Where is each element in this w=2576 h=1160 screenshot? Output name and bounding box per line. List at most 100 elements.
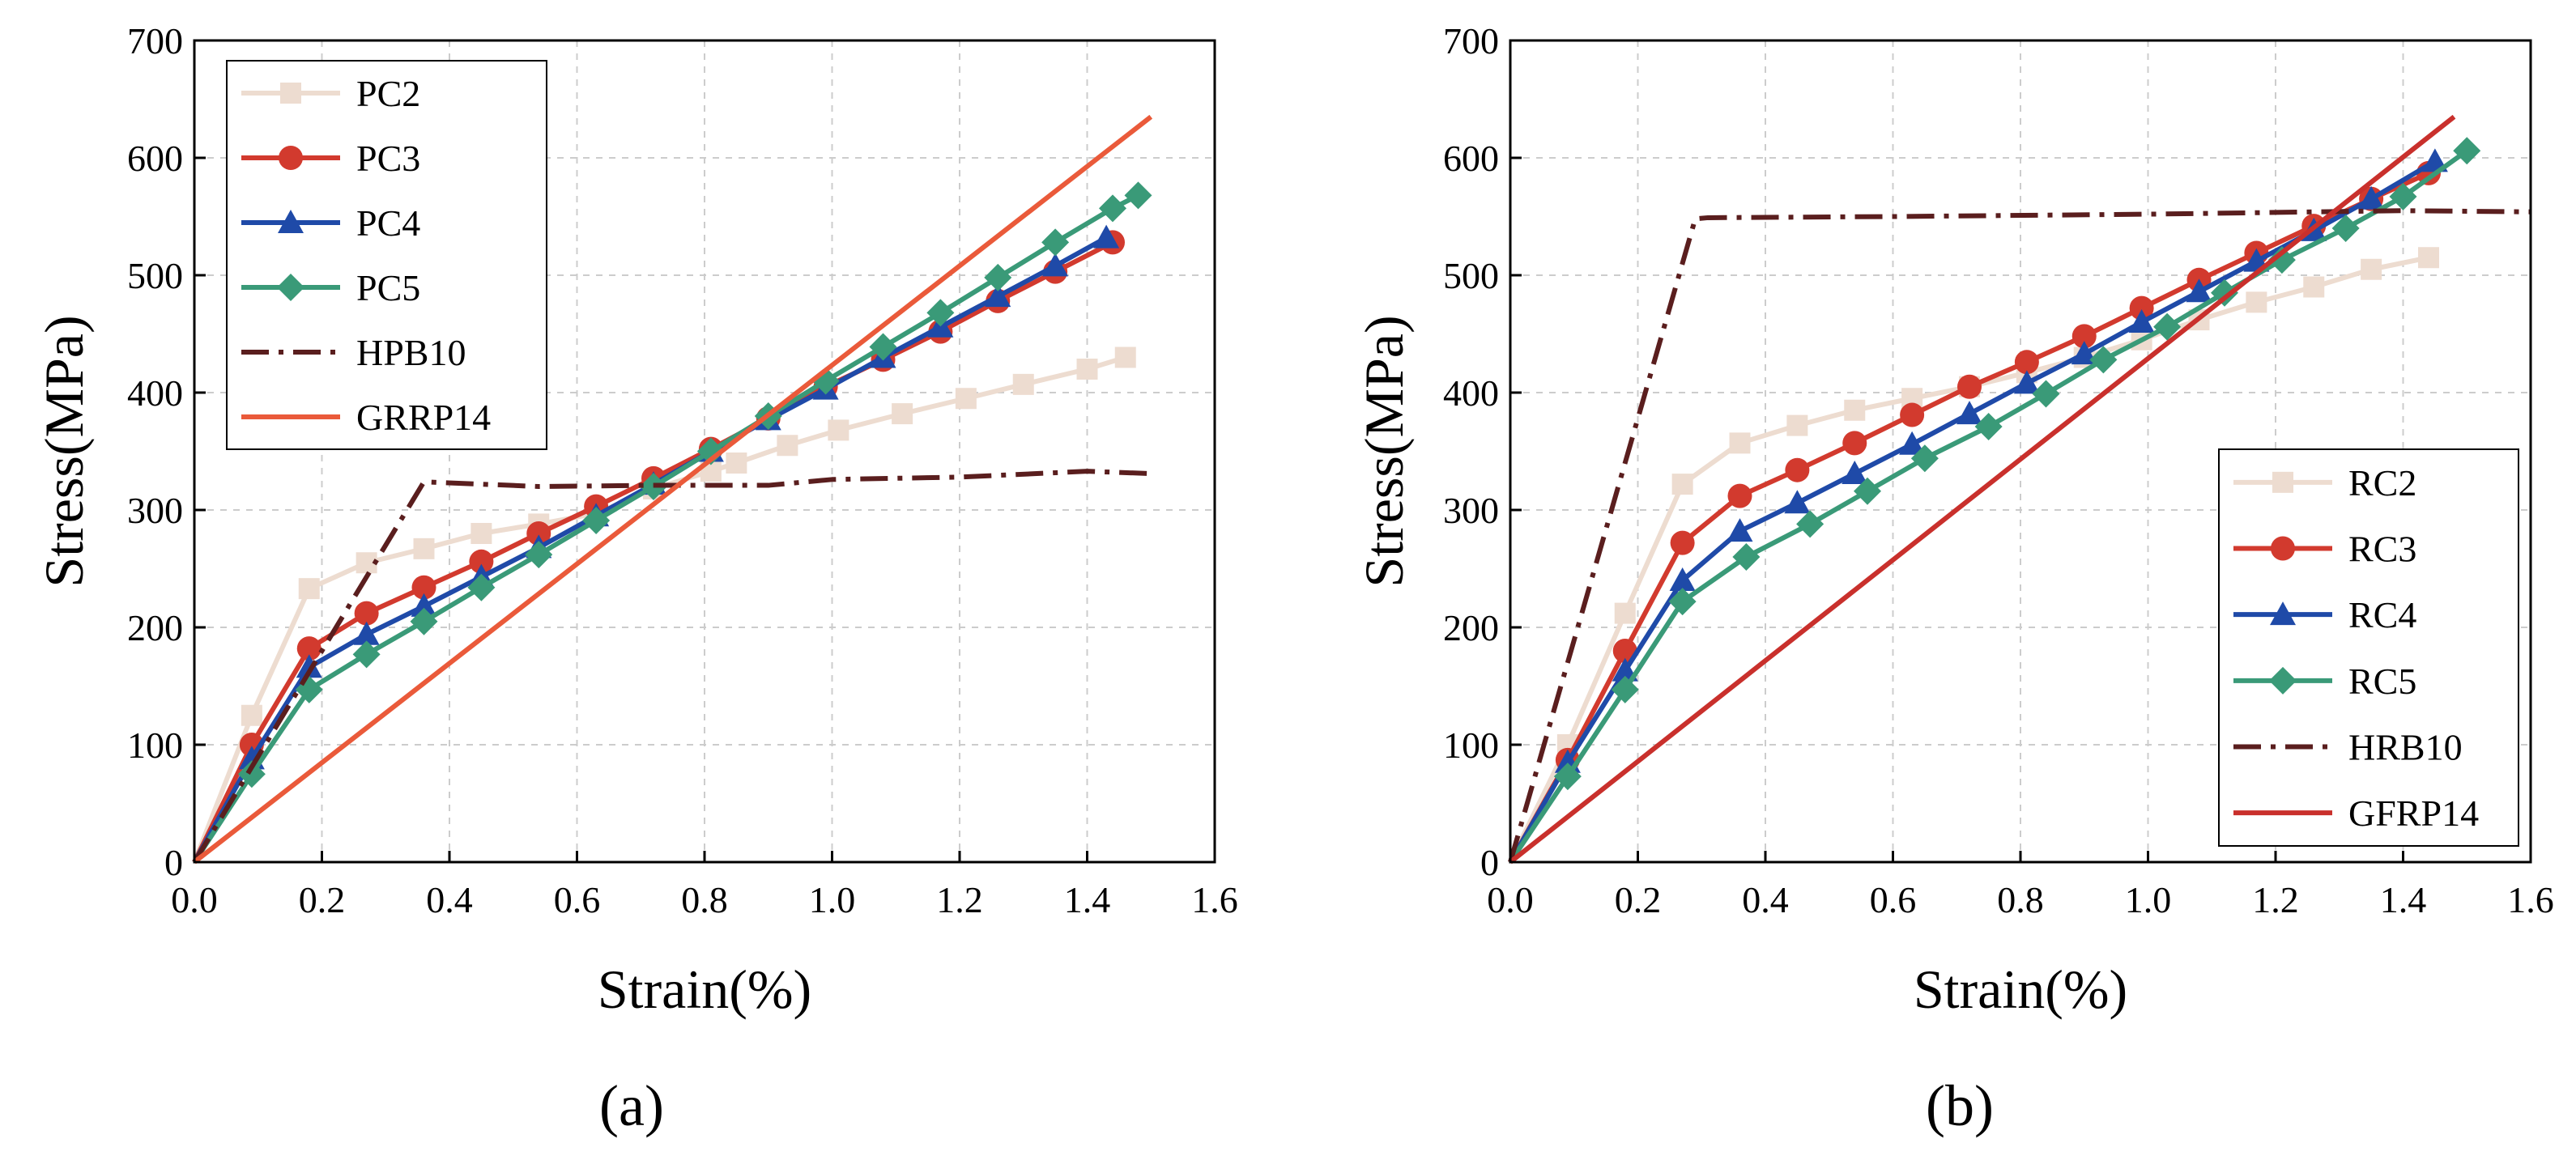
legend: PC2 PC3 PC4 PC5 HPB10 GRRP14 [226, 60, 547, 450]
data-point-RC3 [1727, 483, 1752, 508]
data-point-RC4 [2128, 309, 2155, 333]
legend-label-RC4: RC4 [2348, 594, 2416, 635]
data-point-PC2 [298, 578, 320, 600]
data-point-PC5 [984, 263, 1012, 291]
data-point-RC5 [2032, 380, 2060, 408]
data-point-PC4 [353, 621, 380, 645]
data-point-RC4 [1899, 431, 1926, 455]
y-tick-label: 600 [127, 138, 183, 179]
data-point-RC4 [2186, 278, 2212, 303]
data-point-RC2 [2303, 276, 2325, 298]
data-point-RC5 [1732, 543, 1761, 571]
series-line-GRRP14 [193, 114, 1153, 865]
data-point-RC4 [2071, 341, 2097, 365]
y-tick-label: 100 [127, 724, 183, 766]
data-point-RC2 [1729, 432, 1751, 454]
x-tick-label: 0.8 [681, 879, 728, 920]
data-point-PC2 [241, 704, 262, 726]
legend: RC2 RC3 RC4 RC5 HRB10 GFRP14 [2218, 448, 2519, 847]
legend-marker-RC5 [2269, 666, 2297, 695]
legend-marker-PC3 [279, 146, 303, 170]
data-point-PC2 [470, 523, 492, 544]
data-point-PC2 [1076, 359, 1098, 380]
data-point-RC5 [2153, 312, 2182, 341]
data-point-PC4 [411, 593, 437, 617]
legend-label-RC5: RC5 [2348, 661, 2416, 702]
x-tick-label: 0.6 [1870, 879, 1917, 920]
data-point-RC2 [1614, 602, 1636, 624]
data-point-PC2 [1114, 346, 1136, 368]
legend-marker-PC4 [278, 210, 304, 233]
x-tick-label: 1.2 [2252, 879, 2299, 920]
data-point-RC5 [1668, 588, 1697, 616]
data-point-RC3 [1957, 374, 1982, 399]
data-point-PC5 [869, 333, 897, 361]
data-point-PC5 [1041, 228, 1070, 257]
x-tick-label: 0.0 [1487, 879, 1534, 920]
data-point-RC3 [2071, 324, 2097, 349]
y-tick-label: 100 [1443, 724, 1499, 766]
data-point-RC4 [1727, 518, 1753, 542]
panel-caption: (b) [1926, 1073, 1994, 1138]
data-point-RC5 [2331, 215, 2360, 242]
data-point-PC4 [985, 283, 1011, 308]
data-point-RC4 [2013, 370, 2040, 394]
legend-marker-RC2 [2272, 471, 2293, 493]
y-tick-label: 300 [127, 490, 183, 531]
series-GRRP14 [193, 114, 1153, 865]
series-line-HPB10 [192, 469, 1152, 864]
data-point-RC3 [1785, 457, 1810, 482]
data-point-PC5 [525, 541, 553, 569]
x-tick-label: 1.4 [2380, 879, 2427, 920]
legend-box [2218, 448, 2519, 847]
y-tick-label: 200 [1443, 607, 1499, 648]
data-point-RC5 [2211, 278, 2238, 307]
data-point-PC3 [411, 575, 436, 600]
data-point-RC3 [1900, 402, 1925, 427]
data-point-PC4 [1093, 224, 1120, 249]
legend-label-PC2: PC2 [356, 73, 420, 114]
data-point-PC3 [296, 636, 321, 661]
data-point-RC2 [2418, 247, 2439, 269]
panel-a: 0.0 0.2 0.4 0.6 0.8 1.0 1.2 1.4 1.6 0 100 200 300 400… [33, 20, 1238, 1138]
data-point-PC2 [955, 388, 977, 410]
x-tick-label: 1.6 [1191, 879, 1238, 920]
data-point-RC5 [2089, 346, 2118, 374]
data-point-PC4 [296, 654, 322, 678]
y-axis-label: Stress(MPa) [33, 315, 95, 587]
series-RC5 [1508, 137, 2481, 864]
data-point-RC5 [2389, 182, 2417, 210]
x-tick-label: 1.6 [2507, 879, 2554, 920]
x-tick-label: 0.8 [1997, 879, 2044, 920]
y-axis-label: Stress(MPa) [1353, 315, 1415, 587]
data-point-PC4 [1042, 253, 1069, 277]
data-point-RC4 [1784, 490, 1811, 514]
data-point-RC5 [1553, 763, 1582, 791]
legend-label-GRRP14: GRRP14 [356, 397, 491, 438]
x-axis-label: Strain(%) [598, 958, 811, 1020]
y-tick-label: 0 [164, 842, 183, 883]
y-tick-label: 700 [127, 20, 183, 62]
data-point-PC5 [582, 507, 611, 535]
data-point-RC2 [1786, 414, 1808, 436]
legend-marker-RC4 [2270, 601, 2296, 626]
y-tick-label: 400 [127, 372, 183, 414]
x-tick-label: 1.0 [809, 879, 856, 920]
legend-label-GFRP14: GFRP14 [2348, 792, 2479, 834]
data-point-PC3 [354, 601, 379, 626]
data-point-RC3 [2014, 350, 2039, 375]
data-point-RC5 [2267, 246, 2296, 274]
y-tick-label: 300 [1443, 490, 1499, 531]
data-point-PC2 [1012, 373, 1034, 395]
y-tick-label: 400 [1443, 372, 1499, 414]
legend-label-RC2: RC2 [2348, 462, 2416, 504]
x-tick-label: 1.2 [936, 879, 983, 920]
panel-caption: (a) [599, 1073, 664, 1138]
y-tick-label: 0 [1480, 842, 1499, 883]
x-tick-label: 0.4 [1742, 879, 1789, 920]
data-point-PC3 [469, 549, 494, 574]
legend-marker-PC2 [280, 83, 301, 104]
x-tick-label: 0.2 [299, 879, 346, 920]
data-point-RC5 [1974, 413, 2003, 441]
